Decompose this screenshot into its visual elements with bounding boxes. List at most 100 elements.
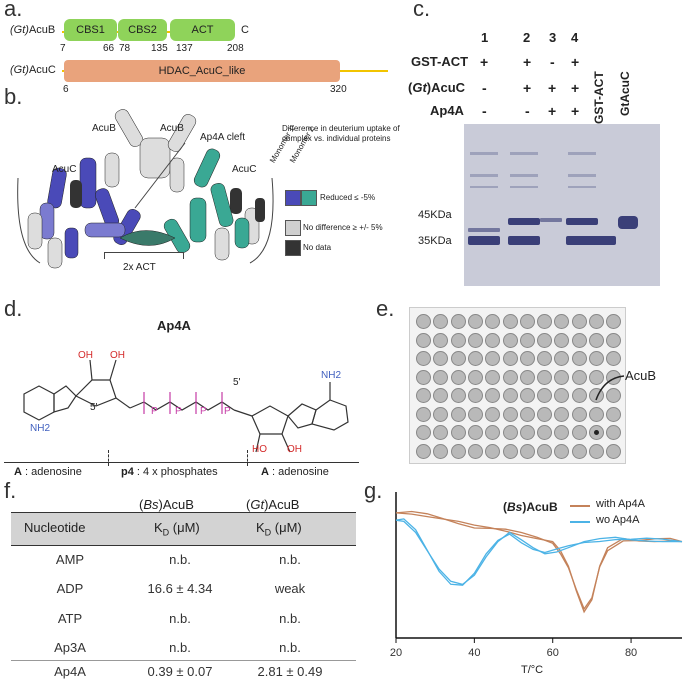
plate-well <box>467 425 483 440</box>
divider-2 <box>247 450 248 466</box>
legend-swatch-black <box>285 240 301 256</box>
plate-well <box>519 369 535 385</box>
atom-p-2: P <box>175 406 182 417</box>
series-line-0-0 <box>395 512 683 614</box>
atom-p-3: P <box>200 406 207 417</box>
plate-well <box>571 443 587 459</box>
nuc-amp: AMP <box>55 552 85 567</box>
plate-well <box>589 314 604 329</box>
plate-well <box>502 443 518 459</box>
panel-label-d: d. <box>4 296 23 321</box>
melting-curve-chart: 20 40 60 80 <box>390 492 683 659</box>
plate-well <box>450 425 466 440</box>
plate-well <box>571 425 587 440</box>
atom-nh2-right: NH2 <box>321 370 342 381</box>
legend-line-with <box>570 505 590 507</box>
plate-well <box>433 406 449 422</box>
atom-p-1: P <box>151 406 158 417</box>
plate-well <box>571 351 587 366</box>
acub-name: (Gt)AcuB <box>10 24 55 36</box>
section-bracket <box>4 462 359 467</box>
plate-well <box>537 406 553 422</box>
dot-blot-plate <box>409 307 626 464</box>
well-acub-hit <box>589 425 604 440</box>
plate-well <box>485 443 501 459</box>
x-tick-label: 80 <box>625 647 637 659</box>
plate-well <box>416 425 431 440</box>
plate-well <box>467 369 483 385</box>
section-a2-text: : adenosine <box>268 466 329 478</box>
plate-well <box>571 388 587 403</box>
plate-well <box>450 369 466 385</box>
plate-well <box>416 388 431 403</box>
legend-reduced: Reduced ≤ -5% <box>320 193 376 202</box>
sign-r1-l3: - <box>550 54 555 70</box>
plate-well <box>519 314 535 329</box>
header-kd-bs: KD (μM) <box>154 520 200 538</box>
plate-well <box>416 369 431 385</box>
plate-well <box>450 314 466 329</box>
atom-nh2-left: NH2 <box>30 423 51 434</box>
row-label-ap4a: Ap4A <box>430 103 464 118</box>
plate-well <box>485 406 501 422</box>
plate-well <box>485 369 501 385</box>
domain-hdac: HDAC_AcuC_like <box>64 60 340 82</box>
plate-well <box>485 388 501 403</box>
nuc-adp: ADP <box>56 581 84 596</box>
plate-well <box>433 443 449 459</box>
plate-well <box>554 406 570 422</box>
plate-well <box>450 351 466 366</box>
atom-oh-left-2: OH <box>110 350 125 361</box>
plate-well <box>537 425 553 440</box>
label-acub-left: AcuB <box>92 123 116 134</box>
gt-adp: weak <box>274 581 306 596</box>
plate-well <box>433 388 449 403</box>
panel-label-e: e. <box>376 296 395 321</box>
five-prime-right: 5' <box>233 377 241 388</box>
panel-label-a: a. <box>4 0 23 21</box>
panel-label-b: b. <box>4 84 23 109</box>
acuc-name: (Gt)AcuC <box>10 64 56 76</box>
plate-well <box>450 406 466 422</box>
plate-well <box>606 388 622 403</box>
plate-well <box>502 351 518 366</box>
sign-r2-l4: + <box>571 80 580 96</box>
plate-well <box>554 369 570 385</box>
label-acuc-right: AcuC <box>232 164 257 175</box>
plate-well <box>467 332 483 348</box>
act-bracket <box>104 252 184 259</box>
bs-atp: n.b. <box>169 611 191 626</box>
section-phosphates: p4 : 4 x phosphates <box>121 466 218 478</box>
marker-45kda: 45KDa <box>418 209 452 221</box>
acub-annotation: AcuB <box>625 368 657 383</box>
plate-well <box>606 332 622 348</box>
nuc-atp: ATP <box>57 611 83 626</box>
legend-wo-ap4a: wo Ap4A <box>596 514 640 526</box>
plate-well <box>519 425 535 440</box>
plate-well <box>537 369 553 385</box>
label-acub-right: AcuB <box>160 123 184 134</box>
legend-swatch-grey <box>285 220 301 236</box>
header-bs-acub: (Bs)AcuB <box>139 497 194 512</box>
plate-well <box>554 388 570 403</box>
sign-r1-l4: + <box>571 54 580 70</box>
sign-r1-l1: + <box>480 54 489 70</box>
plate-well <box>502 332 518 348</box>
header-kd-gt: KD (μM) <box>256 520 302 538</box>
plate-well <box>606 425 622 440</box>
plate-well <box>606 351 622 366</box>
plate-well <box>485 332 501 348</box>
acub-organism: (Gt) <box>10 24 29 36</box>
cbs1-end: 66 <box>103 43 115 54</box>
plate-well <box>450 443 466 459</box>
sign-r3-l1: - <box>482 103 487 119</box>
gt-atp: n.b. <box>279 611 301 626</box>
bs-adp: 16.6 ± 4.34 <box>147 581 213 596</box>
legend-line-wo <box>570 521 590 523</box>
plate-well <box>606 406 622 422</box>
section-a2-bold: A <box>261 466 269 478</box>
sign-r2-l1: - <box>482 80 487 96</box>
plate-well <box>537 388 553 403</box>
plate-well <box>554 314 570 329</box>
plate-well <box>433 351 449 366</box>
